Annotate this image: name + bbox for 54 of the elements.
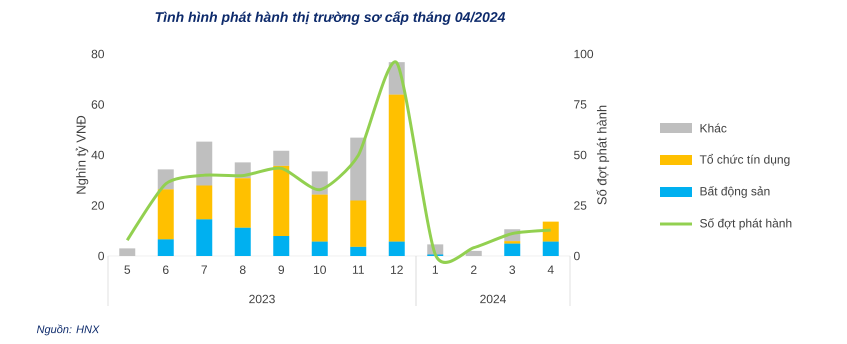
legend-label: Tổ chức tín dụng	[700, 154, 790, 166]
y-axis-title: Nghìn tỷ VNĐ	[76, 116, 88, 194]
bar	[119, 248, 136, 256]
bar	[273, 166, 290, 236]
x-tick-label: 11	[352, 266, 364, 274]
y2-tick-label: 50	[574, 150, 586, 160]
bar	[196, 186, 212, 220]
y2-axis-title: Số đợt phát hành	[596, 106, 610, 205]
y-tick-label: 40	[91, 150, 104, 160]
bar	[273, 150, 290, 166]
x-tick-label: 4	[548, 266, 554, 274]
bar	[504, 241, 520, 244]
chart-title: Tình hình phát hành thị trường sơ cấp tháng 04/2024	[156, 11, 506, 25]
y2-tick-label: 100	[574, 50, 594, 58]
bar	[196, 142, 212, 186]
legend-label: Khác	[700, 124, 727, 132]
bar	[504, 244, 520, 256]
bar	[388, 94, 405, 242]
bar	[350, 246, 366, 256]
x-tick-label: 2	[471, 266, 476, 274]
y-tick-label: 80	[92, 50, 104, 58]
bar	[350, 200, 366, 247]
y2-tick-label: 25	[574, 201, 586, 210]
bar	[158, 239, 174, 256]
bar	[312, 194, 328, 242]
x-tick-label: 10	[314, 266, 326, 274]
text: Nguồn: HNX	[36, 324, 100, 336]
x-tick-label: 9	[278, 266, 284, 274]
y-tick-label: 0	[98, 252, 104, 260]
bar	[312, 242, 328, 256]
bar	[234, 228, 251, 256]
y2-tick-label: 0	[574, 252, 580, 260]
bar	[542, 222, 559, 242]
x-tick-label: 8	[240, 266, 246, 274]
x-tick-label: 3	[509, 266, 516, 274]
bar	[273, 236, 290, 256]
y-tick-label: 20	[92, 201, 104, 210]
legend-label: Bất động sản	[700, 186, 770, 198]
bar	[196, 219, 212, 256]
bar	[158, 189, 174, 240]
x-tick-label: 7	[202, 266, 207, 274]
x-tick-label: 5	[124, 266, 130, 274]
x-tick-label: 6	[163, 266, 169, 274]
bar	[350, 138, 366, 200]
y2-tick-label: 75	[574, 100, 586, 109]
bar	[234, 178, 251, 228]
y-tick-label: 60	[92, 100, 104, 109]
bar	[542, 242, 559, 256]
x-tick-label: 1	[432, 266, 438, 274]
bar	[388, 242, 405, 256]
text: 2024	[480, 294, 506, 304]
legend-label: Số đợt phát hành	[700, 218, 792, 230]
x-tick-label: 12	[390, 266, 403, 274]
text: 2023	[249, 294, 275, 304]
